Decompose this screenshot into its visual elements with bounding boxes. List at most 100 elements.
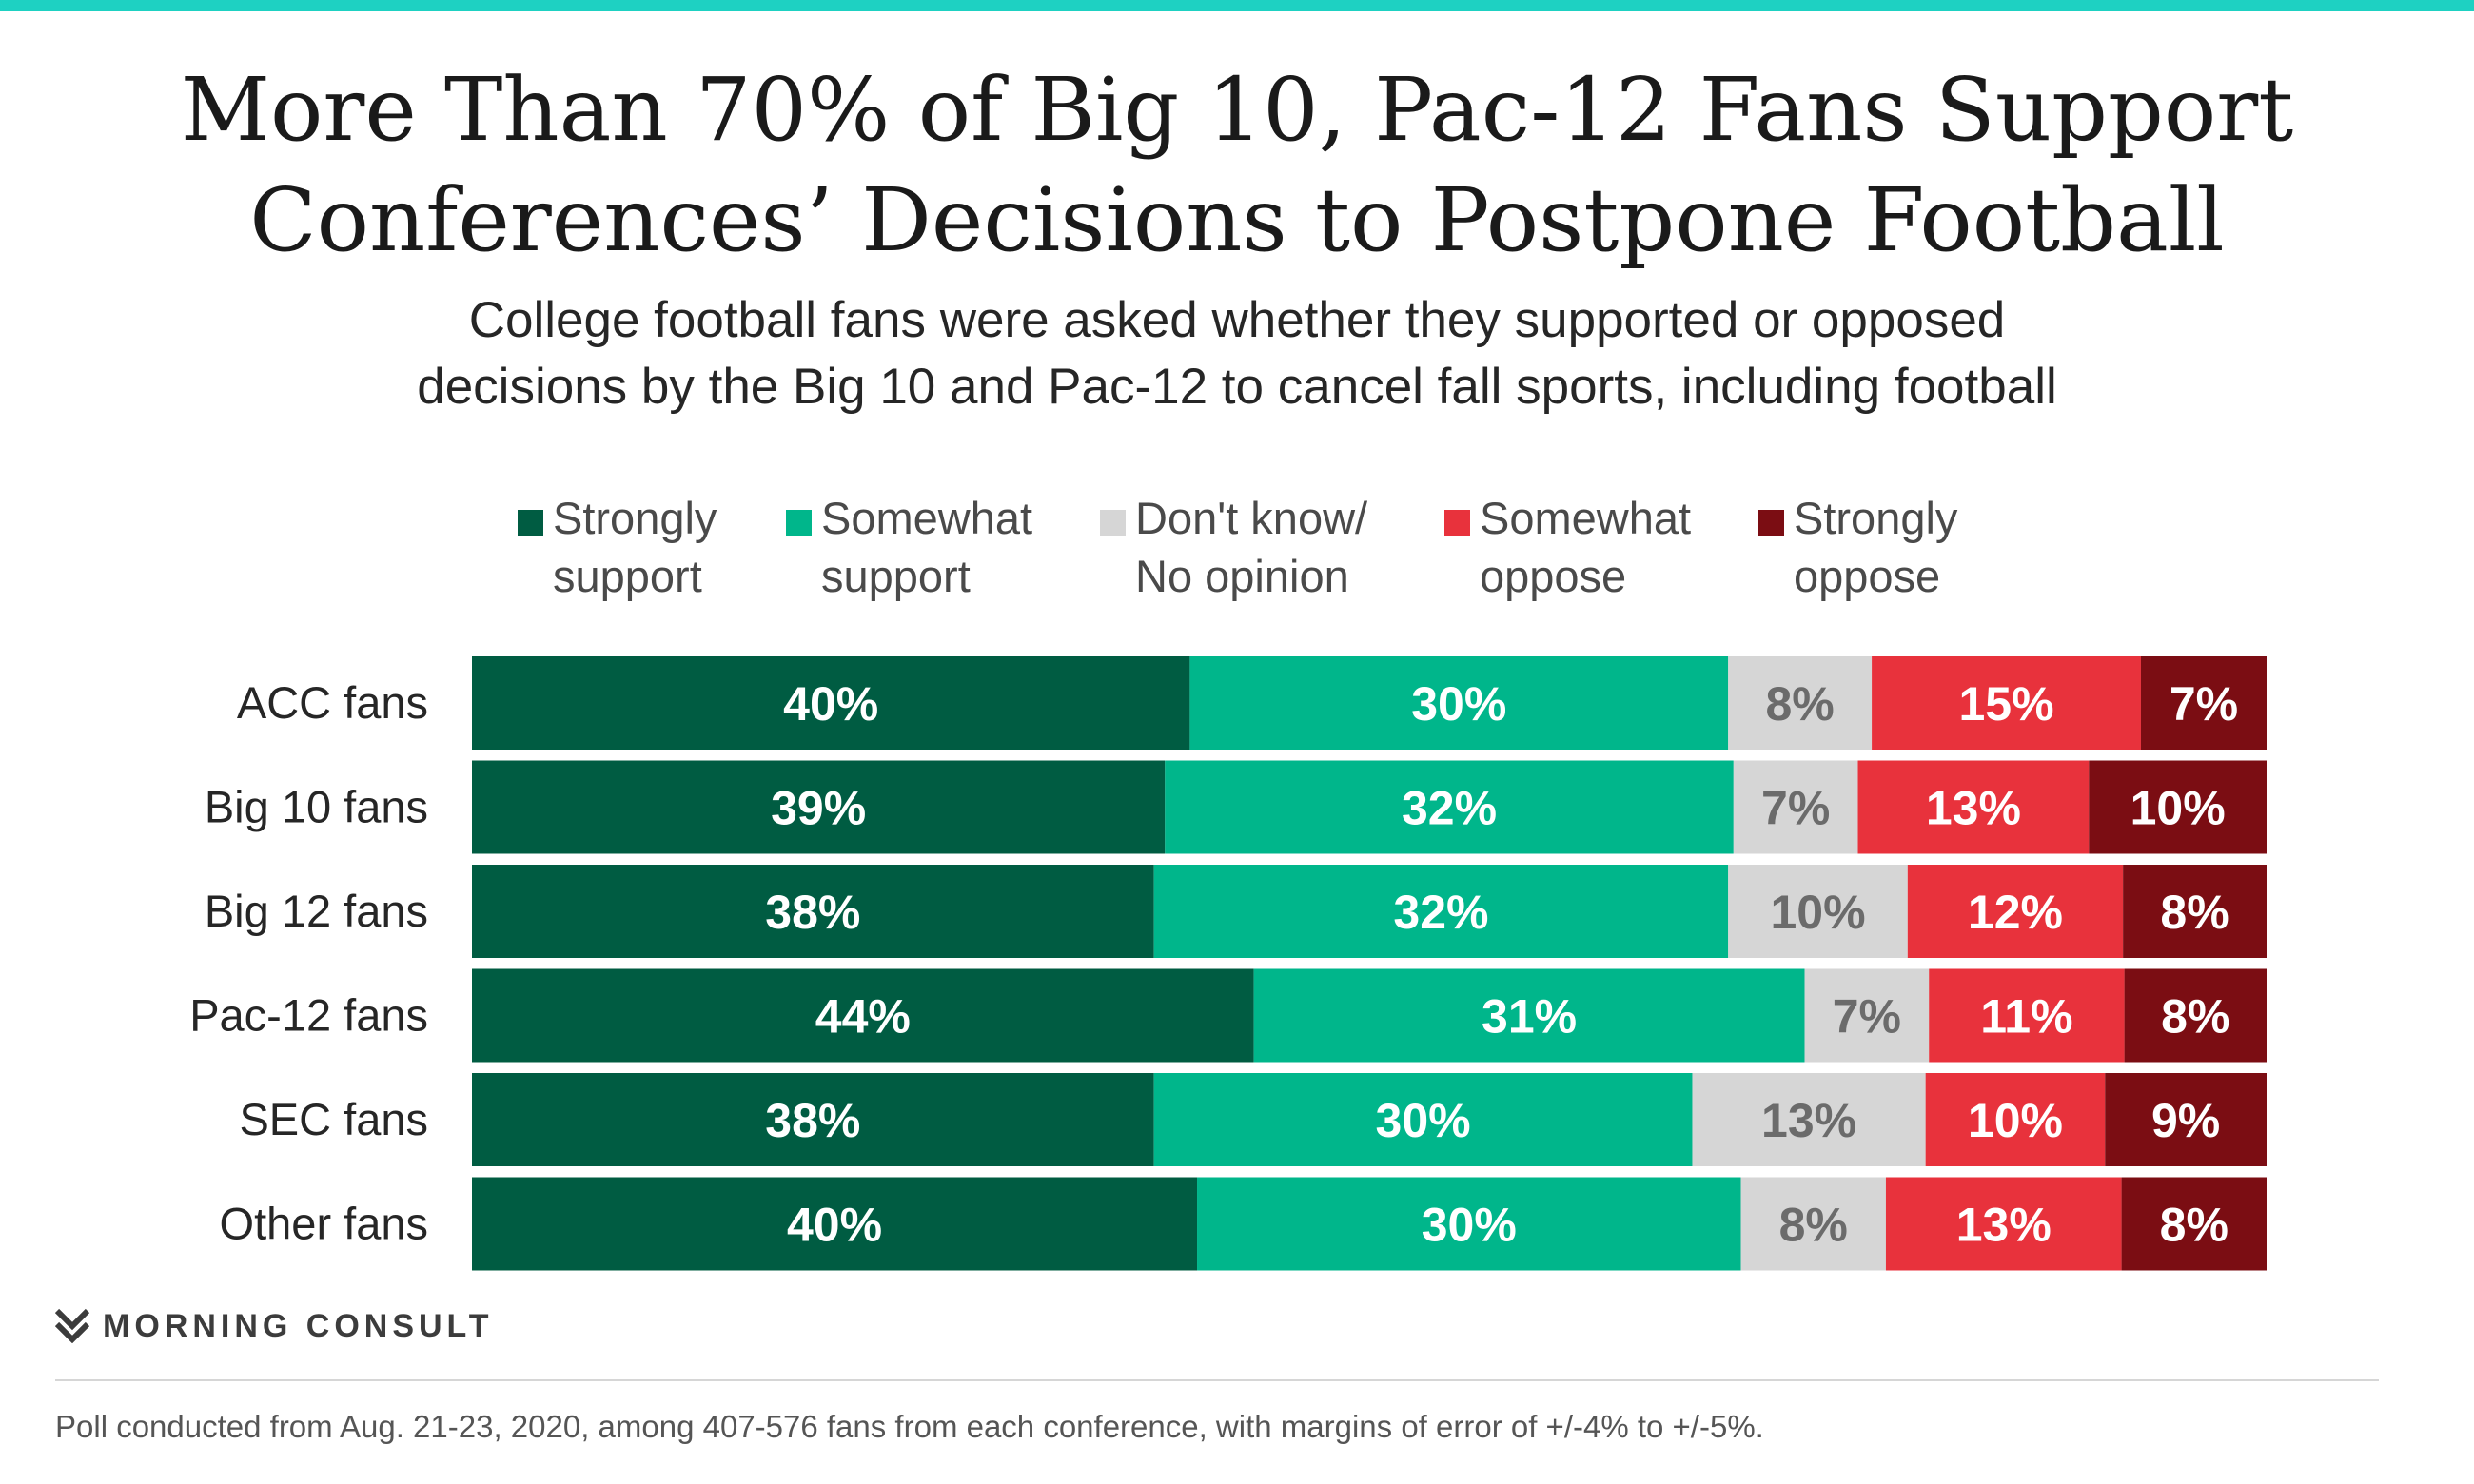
legend-swatch-strongly-oppose bbox=[1758, 510, 1784, 536]
bar-row: Big 10 fans 39% 32% 7% 13% 10% bbox=[205, 760, 2267, 854]
morning-consult-logo-icon bbox=[55, 1308, 89, 1343]
legend-label-strongly-oppose: Strongly oppose bbox=[1794, 489, 1957, 605]
bar-segment bbox=[1857, 760, 2090, 854]
data-label: 8% bbox=[1766, 677, 1835, 731]
data-label: 32% bbox=[1402, 782, 1497, 835]
legend-label-line: Don't know/ bbox=[1135, 493, 1368, 543]
legend-label-line: Strongly bbox=[1794, 493, 1958, 543]
data-label: 30% bbox=[1376, 1094, 1471, 1147]
data-label: 30% bbox=[1411, 677, 1506, 731]
bar-segment bbox=[2121, 1177, 2267, 1271]
chart-subtitle: College football fans were asked whether… bbox=[0, 287, 2474, 420]
legend-label-line: oppose bbox=[1794, 551, 1941, 601]
data-label: 10% bbox=[2130, 782, 2226, 835]
chart-title-line-2: Conferences’ Decisions to Postpone Footb… bbox=[249, 169, 2225, 271]
bar-segment bbox=[472, 865, 1154, 958]
bar-segment bbox=[1885, 1177, 2122, 1271]
bar-segment bbox=[472, 1073, 1154, 1166]
category-label: Pac-12 fans bbox=[189, 990, 428, 1041]
data-label: 11% bbox=[1980, 990, 2072, 1044]
bar-segment bbox=[2140, 656, 2267, 750]
data-label: 38% bbox=[765, 1094, 860, 1147]
data-label: 12% bbox=[1968, 886, 2063, 939]
legend-label-line: support bbox=[821, 551, 971, 601]
data-label: 40% bbox=[783, 677, 878, 731]
bar-segment bbox=[1253, 968, 1805, 1063]
bar-segment bbox=[1153, 865, 1729, 958]
bar-segment bbox=[2124, 968, 2267, 1063]
data-label: 13% bbox=[1761, 1094, 1856, 1147]
bar-segment bbox=[2105, 1073, 2267, 1166]
legend-label-line: Somewhat bbox=[1480, 493, 1692, 543]
bar-row: Pac-12 fans 44% 31% 7% 11% 8% bbox=[189, 968, 2267, 1063]
data-label: 9% bbox=[2151, 1094, 2220, 1147]
data-label: 8% bbox=[2160, 886, 2229, 939]
bar-segment bbox=[472, 656, 1190, 750]
bar-segment bbox=[1189, 656, 1729, 750]
data-label: 7% bbox=[1761, 782, 1830, 835]
bar-row: Other fans 40% 30% 8% 13% 8% bbox=[220, 1177, 2267, 1271]
bar-segment bbox=[472, 1177, 1198, 1271]
bar-segment bbox=[1907, 865, 2124, 958]
data-label: 40% bbox=[787, 1199, 882, 1252]
legend-label-line: Strongly bbox=[553, 493, 717, 543]
bar-segment bbox=[2123, 865, 2267, 958]
data-label: 31% bbox=[1482, 990, 1577, 1044]
bar-segment bbox=[1728, 865, 1908, 958]
data-label: 7% bbox=[2170, 677, 2238, 731]
bar-row: SEC fans 38% 30% 13% 10% 9% bbox=[239, 1073, 2267, 1166]
brand-name: MORNING CONSULT bbox=[103, 1308, 494, 1344]
data-label: 8% bbox=[1779, 1199, 1848, 1252]
data-label: 8% bbox=[2160, 1199, 2229, 1252]
bar-segment bbox=[1740, 1177, 1886, 1271]
data-label: 38% bbox=[765, 886, 860, 939]
legend-swatch-strongly-support bbox=[518, 510, 543, 536]
legend-label-somewhat-oppose: Somewhat oppose bbox=[1480, 489, 1691, 605]
data-label: 39% bbox=[771, 782, 866, 835]
bar-segment bbox=[1197, 1177, 1741, 1271]
bar-segment bbox=[1733, 760, 1858, 854]
bar-row: ACC fans 40% 30% 8% 15% 7% bbox=[237, 656, 2267, 750]
data-label: 32% bbox=[1393, 886, 1488, 939]
bar-segment bbox=[1925, 1073, 2106, 1166]
data-label: 7% bbox=[1833, 990, 1901, 1044]
bar-row: Big 12 fans 38% 32% 10% 12% 8% bbox=[205, 865, 2267, 958]
legend-label-line: support bbox=[553, 551, 702, 601]
data-label: 13% bbox=[1956, 1199, 2052, 1252]
chart-legend: Strongly support Somewhat support Don't … bbox=[518, 489, 2040, 613]
legend-label-dont-know: Don't know/ No opinion bbox=[1135, 489, 1367, 605]
data-label: 8% bbox=[2161, 990, 2229, 1044]
bar-segment bbox=[1929, 968, 2125, 1063]
bar-segment bbox=[1728, 656, 1873, 750]
chart-subtitle-line-2: decisions by the Big 10 and Pac-12 to ca… bbox=[417, 359, 2057, 415]
legend-swatch-somewhat-oppose bbox=[1444, 510, 1470, 536]
bar-segment bbox=[472, 968, 1254, 1063]
legend-label-strongly-support: Strongly support bbox=[553, 489, 717, 605]
legend-label-line: No opinion bbox=[1135, 551, 1349, 601]
bar-segment bbox=[1153, 1073, 1693, 1166]
category-label: Big 12 fans bbox=[205, 886, 428, 936]
chart-subtitle-line-1: College football fans were asked whether… bbox=[468, 292, 2006, 348]
bar-segment bbox=[1872, 656, 2141, 750]
data-label: 10% bbox=[1968, 1094, 2063, 1147]
category-label: Other fans bbox=[220, 1199, 428, 1249]
legend-label-line: oppose bbox=[1480, 551, 1627, 601]
bar-segment bbox=[472, 760, 1166, 854]
top-accent-bar bbox=[0, 0, 2474, 11]
data-label: 15% bbox=[1958, 677, 2053, 731]
category-label: SEC fans bbox=[239, 1094, 428, 1144]
data-label: 13% bbox=[1926, 782, 2021, 835]
category-label: Big 10 fans bbox=[205, 782, 428, 832]
bar-segment bbox=[1804, 968, 1930, 1063]
bar-segment bbox=[1692, 1073, 1926, 1166]
legend-swatch-somewhat-support bbox=[786, 510, 812, 536]
chart-title: More Than 70% of Big 10, Pac-12 Fans Sup… bbox=[0, 55, 2474, 276]
data-label: 44% bbox=[815, 990, 911, 1044]
footer-divider bbox=[55, 1379, 2379, 1381]
footnote: Poll conducted from Aug. 21-23, 2020, am… bbox=[55, 1409, 1764, 1444]
legend-swatch-dont-know bbox=[1100, 510, 1126, 536]
bar-segment bbox=[2089, 760, 2267, 854]
data-label: 30% bbox=[1422, 1199, 1517, 1252]
bar-segment bbox=[1165, 760, 1734, 854]
